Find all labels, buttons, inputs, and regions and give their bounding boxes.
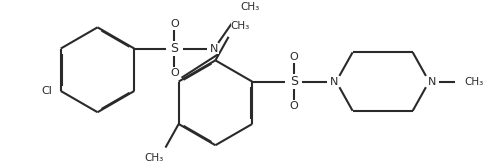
Text: N: N <box>428 77 436 86</box>
Text: O: O <box>170 68 179 78</box>
Text: N: N <box>210 43 219 54</box>
Text: O: O <box>289 101 298 111</box>
Text: CH₃: CH₃ <box>241 2 259 12</box>
Text: CH₃: CH₃ <box>465 77 484 86</box>
Text: O: O <box>170 19 179 29</box>
Text: CH₃: CH₃ <box>144 153 164 163</box>
Text: CH₃: CH₃ <box>231 21 250 31</box>
Text: S: S <box>170 42 179 55</box>
Text: Cl: Cl <box>41 86 52 96</box>
Text: O: O <box>289 52 298 62</box>
Text: S: S <box>290 75 298 88</box>
Text: N: N <box>329 77 338 86</box>
